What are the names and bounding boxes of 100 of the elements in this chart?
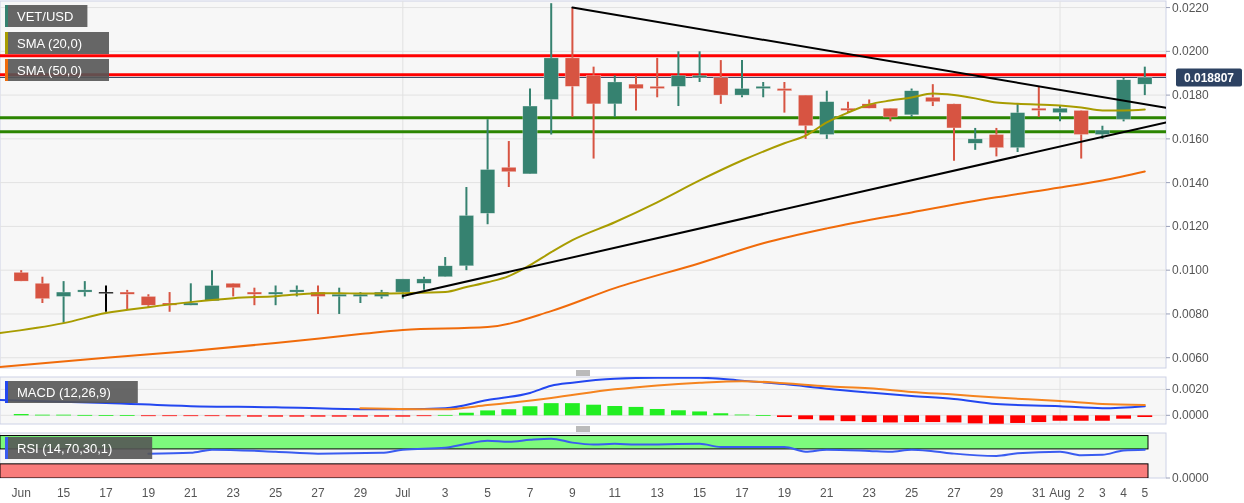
x-tick-label: 15 — [692, 486, 707, 500]
x-tick-label: 27 — [947, 486, 961, 500]
candlestick — [98, 284, 114, 313]
y-tick-label: 0.0020 — [1172, 382, 1210, 397]
candlestick — [776, 80, 792, 114]
bar — [988, 415, 1004, 424]
x-tick-label: 5 — [1141, 486, 1149, 500]
bar — [882, 415, 898, 423]
candlestick — [988, 126, 1004, 158]
bar — [1010, 415, 1026, 423]
bar — [501, 409, 517, 416]
line-series — [359, 380, 1146, 411]
legend-label: VET/USD — [17, 8, 74, 24]
y-tick-label: 0.0000 — [1172, 408, 1210, 423]
candlestick — [649, 56, 665, 99]
x-tick-label: 2 — [1077, 486, 1085, 500]
line-series — [0, 92, 1146, 334]
candlestick — [713, 59, 729, 105]
candlestick — [670, 50, 686, 108]
bar — [819, 415, 835, 421]
y-tick-label: 0.0140 — [1172, 175, 1210, 190]
y-tick-label: 0.0160 — [1172, 131, 1210, 146]
legend-label: RSI (14,70,30,1) — [17, 440, 113, 456]
x-tick-label: 21 — [184, 486, 198, 500]
x-tick-label: 15 — [56, 486, 71, 500]
bar — [1073, 415, 1089, 421]
bar — [967, 415, 983, 424]
candlestick — [925, 83, 941, 108]
x-tick-label: 31 — [1032, 486, 1046, 500]
x-tick-label: 17 — [735, 486, 749, 500]
x-tick-label: 3 — [1099, 486, 1107, 500]
candlestick — [119, 288, 135, 311]
bar — [904, 415, 920, 423]
ref-line-label: 0.018807 — [1183, 70, 1235, 85]
candlestick — [967, 126, 983, 151]
x-tick-label: 4 — [1120, 486, 1128, 500]
bar — [1031, 415, 1047, 423]
x-tick-label: 29 — [353, 486, 368, 500]
x-tick-label: 25 — [268, 486, 283, 500]
x-tick-label: 19 — [777, 486, 792, 500]
bar — [480, 410, 496, 416]
candlestick — [268, 284, 284, 307]
x-tick-label: Jun — [11, 486, 31, 500]
y-tick-label: 0.0180 — [1172, 88, 1210, 103]
x-tick-label: 27 — [311, 486, 325, 500]
bar — [522, 406, 538, 416]
bar — [607, 406, 623, 416]
y-tick-label: 0.0120 — [1172, 219, 1210, 234]
x-tick-label: 11 — [608, 486, 622, 500]
y-tick-label: 0.0060 — [1172, 350, 1210, 365]
legend-label: SMA (20,0) — [17, 35, 83, 51]
candlestick — [437, 256, 453, 278]
candlestick — [34, 275, 50, 304]
legend-label: MACD (12,26,9) — [17, 384, 111, 400]
y-tick-label: 0.0080 — [1172, 306, 1210, 321]
x-tick-label: Jul — [395, 486, 411, 500]
bar — [670, 410, 686, 416]
candlestick — [501, 140, 517, 189]
x-tick-label: 25 — [904, 486, 919, 500]
bar — [564, 403, 580, 416]
bar — [692, 411, 708, 416]
bar — [543, 403, 559, 416]
y-tick-label: 0.0220 — [1172, 0, 1210, 15]
x-tick-label: 5 — [484, 486, 492, 500]
bar — [840, 415, 856, 422]
x-tick-label: Aug — [1049, 486, 1071, 500]
candlestick — [734, 59, 750, 99]
bar — [1094, 415, 1110, 421]
candlestick — [692, 50, 708, 83]
bar — [1116, 415, 1132, 419]
bar — [713, 413, 729, 416]
x-tick-label: 23 — [862, 486, 877, 500]
candlestick — [395, 277, 411, 300]
candlestick — [1137, 65, 1153, 97]
candlestick — [183, 282, 199, 307]
candlestick — [607, 74, 623, 118]
candlestick — [628, 74, 644, 112]
candlestick — [56, 280, 72, 324]
x-tick-label: 9 — [569, 486, 577, 500]
bar — [586, 404, 602, 416]
x-tick-label: 19 — [141, 486, 156, 500]
bar — [649, 408, 665, 416]
bar — [1052, 415, 1068, 421]
legend-label: SMA (50,0) — [17, 62, 83, 78]
candlestick — [331, 286, 347, 315]
y-tick-label: 0.0200 — [1172, 44, 1210, 59]
y-tick-label: 0.0100 — [1172, 263, 1210, 278]
candlestick — [1031, 85, 1047, 118]
bar — [798, 415, 814, 420]
x-tick-label: 3 — [441, 486, 449, 500]
bar — [861, 415, 877, 423]
bar — [628, 406, 644, 416]
x-tick-label: 17 — [99, 486, 113, 500]
x-tick-label: 7 — [526, 486, 534, 500]
bar — [925, 415, 941, 423]
x-tick-label: 13 — [650, 486, 665, 500]
candlestick — [204, 269, 220, 302]
line-series — [0, 170, 1146, 368]
x-tick-label: 23 — [226, 486, 241, 500]
x-tick-label: 29 — [989, 486, 1004, 500]
